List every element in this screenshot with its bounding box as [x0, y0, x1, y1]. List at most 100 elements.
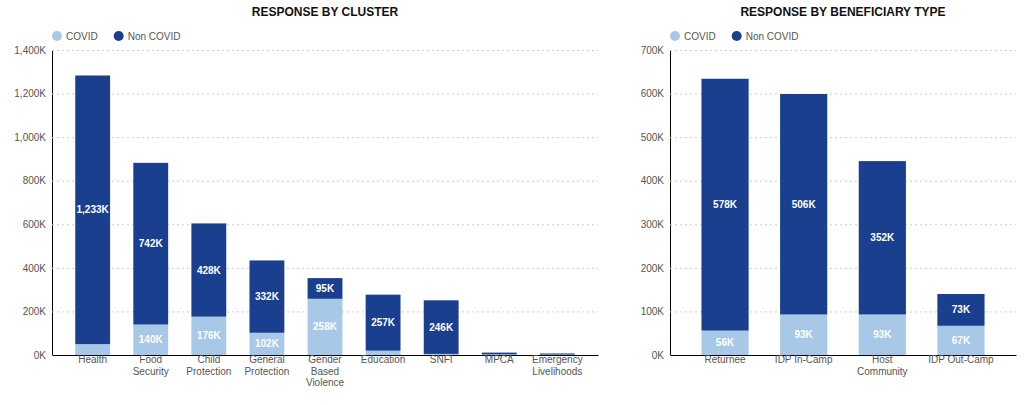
- bar: [701, 79, 748, 331]
- bar: [249, 260, 284, 332]
- legend-swatch: [52, 31, 62, 41]
- x-tick: MPCA: [485, 354, 514, 365]
- y-tick-label: 0K: [34, 350, 47, 361]
- x-tick: GenderBasedViolence: [306, 354, 345, 388]
- bar: [701, 331, 748, 355]
- grid-line: [52, 50, 598, 51]
- bar: [75, 75, 110, 344]
- bar: [780, 314, 827, 355]
- x-tick-label: SNFI: [430, 354, 453, 365]
- x-tick-label: FoodSecurity: [133, 354, 169, 377]
- y-tick-label: 600K: [23, 219, 47, 230]
- x-tick-label: Returnee: [704, 354, 746, 365]
- y-tick: 700K: [641, 45, 1016, 56]
- y-tick-label: 600K: [641, 88, 665, 99]
- legend-label: Non COVID: [128, 31, 181, 42]
- x-tick-label: IDP Out-Camp: [928, 354, 994, 365]
- x-tick-label-line: Violence: [306, 377, 345, 388]
- x-tick-label-line: IDP In-Camp: [775, 354, 833, 365]
- grid-line: [52, 137, 598, 138]
- bar: [191, 223, 226, 316]
- x-tick-label: ChildProtection: [186, 354, 231, 377]
- x-tick-label: HostCommunity: [857, 354, 908, 377]
- chart-title: RESPONSE BY BENEFICIARY TYPE: [740, 5, 945, 19]
- data-label: 352K: [870, 232, 895, 243]
- x-tick-label-line: Community: [857, 366, 908, 377]
- bar: [859, 161, 906, 314]
- bar: [308, 299, 343, 355]
- y-tick-label: 200K: [641, 263, 665, 274]
- chart-canvas: 0K 200K 400K 600K 800K 1,000K 1,200K 1,400K Heal…: [0, 0, 1030, 405]
- x-tick-label-line: Food: [139, 354, 162, 365]
- y-tick-label: 0K: [652, 350, 665, 361]
- bar: [308, 278, 343, 299]
- x-tick-label-line: SNFI: [430, 354, 453, 365]
- x-tick-label: GenderBasedViolence: [306, 354, 345, 388]
- x-tick: HostCommunity: [857, 354, 908, 377]
- legend-item: Non COVID: [732, 31, 799, 42]
- legend-item: COVID: [52, 31, 98, 42]
- bar: [540, 354, 575, 355]
- y-tick-label: 400K: [23, 263, 47, 274]
- x-tick-label: EmergencyLivelihoods: [532, 354, 583, 377]
- legend-item: COVID: [670, 31, 716, 42]
- x-tick: IDP In-Camp: [775, 354, 833, 365]
- y-tick-label: 100K: [641, 306, 665, 317]
- data-label: 428K: [197, 265, 222, 276]
- y-axis-line: [670, 51, 671, 356]
- x-tick: Health: [78, 354, 107, 365]
- x-tick-label-line: General: [249, 354, 285, 365]
- bar: [780, 94, 827, 314]
- x-axis: Returnee IDP In-Camp HostCommunity IDP Out-…: [671, 354, 1017, 377]
- x-tick-label-line: Livelihoods: [532, 366, 582, 377]
- y-tick-label: 500K: [641, 132, 665, 143]
- data-label: 67K: [952, 335, 971, 346]
- legend-label: Non COVID: [746, 31, 799, 42]
- x-tick: GeneralProtection: [244, 354, 289, 377]
- y-tick-label: 300K: [641, 219, 665, 230]
- x-tick-label-line: Emergency: [532, 354, 583, 365]
- y-tick: 500K: [641, 132, 1016, 143]
- x-tick-label-line: Security: [133, 366, 169, 377]
- x-tick-label-line: Health: [78, 354, 107, 365]
- bar: [75, 344, 110, 355]
- y-tick-label: 1,200K: [14, 88, 46, 99]
- data-label: 1,233K: [77, 204, 110, 215]
- data-label: 93K: [873, 329, 892, 340]
- data-label: 246K: [429, 322, 454, 333]
- legend-item: Non COVID: [114, 31, 181, 42]
- x-tick: Education: [361, 354, 405, 365]
- y-tick: 400K: [641, 175, 1016, 186]
- bar: [366, 351, 401, 355]
- grid-line: [52, 94, 598, 95]
- legend-swatch: [114, 31, 124, 41]
- bar: [482, 353, 517, 355]
- x-tick-label: IDP In-Camp: [775, 354, 833, 365]
- data-label: 257K: [371, 317, 396, 328]
- y-tick-label: 1,000K: [14, 132, 46, 143]
- x-tick-label-line: Education: [361, 354, 405, 365]
- bar: [133, 325, 168, 356]
- bars: [75, 75, 575, 355]
- y-axis: 0K 200K 400K 600K 800K 1,000K 1,200K 1,400K: [14, 45, 598, 361]
- data-label: 56K: [716, 337, 735, 348]
- y-tick: 200K: [641, 263, 1016, 274]
- x-tick: FoodSecurity: [133, 354, 169, 377]
- y-axis: 0K 100K 200K 300K 400K 500K 600K 700K: [641, 45, 1016, 361]
- x-tick: ChildProtection: [186, 354, 231, 377]
- y-tick: 300K: [641, 219, 1016, 230]
- x-tick-label-line: IDP Out-Camp: [928, 354, 994, 365]
- x-tick-label: Education: [361, 354, 405, 365]
- y-tick: 1,400K: [14, 45, 598, 56]
- y-tick-label: 200K: [23, 306, 47, 317]
- data-labels: 56K93K93K67K578K506K352K73K: [713, 199, 971, 349]
- bar: [540, 353, 575, 354]
- x-tick-label-line: Child: [197, 354, 220, 365]
- x-tick: Returnee: [704, 354, 746, 365]
- x-tick-label: GeneralProtection: [244, 354, 289, 377]
- bar: [366, 295, 401, 351]
- y-tick-label: 800K: [23, 175, 47, 186]
- data-label: 176K: [197, 330, 222, 341]
- data-labels: 140K176K102K258K1,233K742K428K332K95K257…: [77, 204, 454, 349]
- data-label: 578K: [713, 199, 738, 210]
